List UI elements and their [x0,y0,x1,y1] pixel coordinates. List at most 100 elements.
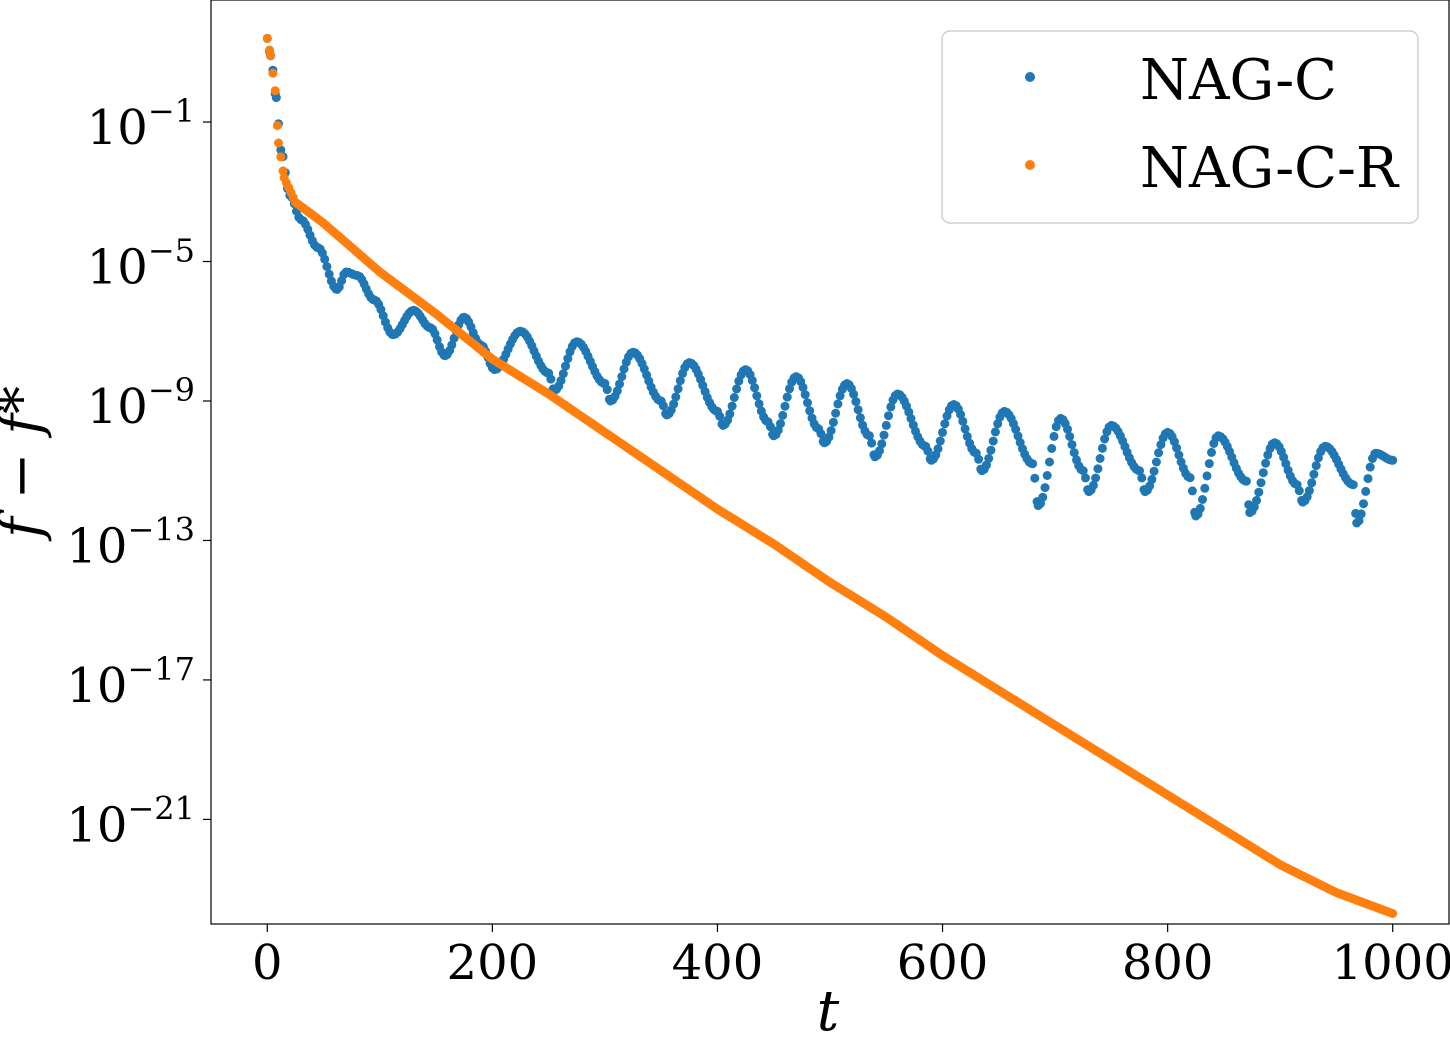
data-point [669,399,679,409]
data-point [1137,473,1147,483]
data-point [556,376,566,385]
data-point [1307,478,1317,488]
data-point [1028,459,1038,469]
data-point [1097,443,1107,453]
y-tick-label: 10−13 [66,510,195,574]
data-point [675,376,685,386]
data-point [274,138,283,148]
data-point [1348,480,1358,490]
data-point [776,419,785,429]
x-tick-label: 0 [252,935,283,991]
data-point [1359,499,1368,509]
data-point [938,427,947,437]
data-point [805,406,815,416]
data-point [1304,486,1314,496]
data-point [1202,471,1212,481]
data-point [933,444,943,454]
data-point [612,386,622,396]
data-point [984,454,994,463]
data-point [1365,462,1375,472]
data-point [1388,909,1398,918]
data-point [715,411,725,421]
data-point [849,389,859,399]
data-point [673,384,683,394]
data-point [816,429,826,439]
legend-marker-nag-c [1025,72,1035,82]
data-point [546,374,556,384]
y-axis: 10−1 10−5 10−9 10−13 10−17 10−21 [66,92,211,853]
y-tick-label: 10−5 [87,232,195,296]
series-nag-c [262,33,1398,528]
data-point [1204,459,1214,469]
data-point [270,86,280,96]
x-axis: 0 200 400 600 800 1000 [252,924,1450,991]
data-point [923,446,933,456]
data-point [272,121,282,130]
data-point [1174,450,1184,460]
data-point [727,401,737,411]
data-point [1069,448,1079,458]
series-layer [262,33,1398,918]
data-point [828,417,838,427]
data-point [1147,474,1157,484]
data-point [879,430,889,440]
data-point [826,426,836,436]
data-point [1040,483,1050,493]
data-point [988,436,998,446]
x-tick-label: 1000 [1332,935,1450,991]
data-point [1088,480,1098,490]
data-point [1172,443,1182,453]
data-point [1081,473,1090,483]
data-point [271,93,281,103]
data-point [1065,432,1075,441]
data-point [278,166,288,176]
data-point [1093,464,1103,474]
data-point [877,439,887,449]
data-point [324,269,334,279]
data-point [615,379,624,389]
data-point [658,401,668,411]
data-point [881,420,891,430]
data-point [886,402,896,412]
data-point [322,262,332,272]
legend: NAG-C NAG-C-R [941,30,1419,224]
data-point [803,398,812,408]
data-point [1294,486,1304,496]
y-tick-label: 10−1 [87,92,195,156]
data-point [752,391,762,401]
x-axis-label: t [817,979,840,1044]
data-point [1135,466,1144,476]
data-point [800,390,810,400]
data-point [974,454,984,464]
data-point [729,393,739,402]
legend-box [941,30,1419,224]
data-point [1252,496,1261,505]
data-point [1042,471,1052,480]
data-point [851,397,861,407]
data-point [1198,495,1207,504]
data-point [1258,468,1268,478]
data-point [617,372,627,382]
y-tick-label: 10−21 [66,789,195,853]
data-point [1151,457,1161,467]
legend-label-nag-c: NAG-C [1140,48,1337,113]
data-point [853,405,863,415]
data-point [1207,447,1216,457]
data-point [940,419,950,429]
legend-marker-nag-c-r [1025,160,1035,170]
data-point [1311,461,1321,471]
data-point [619,364,629,374]
data-point [958,416,968,426]
data-point [864,431,874,441]
series-nag-c-r [262,33,1398,918]
data-point [1045,457,1054,467]
data-point [1361,486,1371,496]
data-point [1149,466,1159,476]
data-point [962,431,972,441]
data-point [1195,503,1205,513]
data-point [1309,469,1319,479]
data-point [1049,431,1059,441]
data-point [262,33,272,43]
data-point [268,68,278,78]
data-point [1030,473,1040,483]
